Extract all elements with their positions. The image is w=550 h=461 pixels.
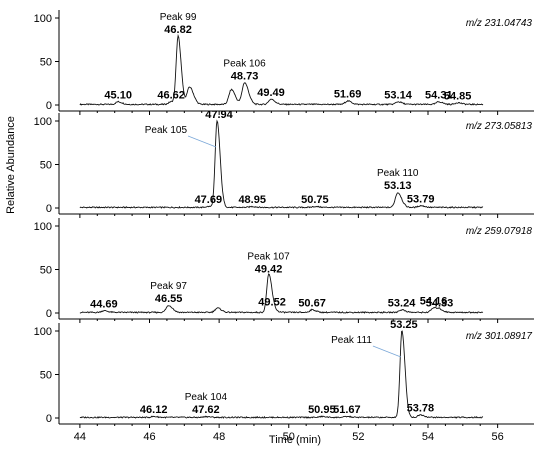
minor-peak-label: 49.52 — [258, 297, 286, 309]
peak-rt-label: 46.82 — [164, 24, 192, 36]
minor-peak-label: 45.10 — [104, 89, 132, 101]
panel-2: 0 50 100 m/z 273.05813 47.94 Peak 105 53.13Pea… — [34, 109, 534, 218]
x-tick-label: 56 — [492, 431, 504, 443]
minor-peak-label: 46.12 — [140, 404, 168, 416]
y-tick-label: 100 — [34, 13, 52, 25]
y-tick-label: 50 — [40, 57, 52, 69]
leader-line — [372, 345, 402, 358]
peak-name-label: Peak 106 — [223, 58, 266, 69]
chromatogram-trace — [79, 119, 484, 209]
x-tick-label: 44 — [74, 431, 86, 443]
minor-peak-label: 44.69 — [90, 298, 118, 310]
y-tick-label: 100 — [34, 326, 52, 338]
minor-peak-label: 51.69 — [334, 89, 362, 101]
peak-rt-label: 49.42 — [255, 263, 283, 275]
minor-peak-label: 53.78 — [407, 402, 435, 414]
y-tick-label: 50 — [40, 160, 52, 172]
peak-name-label: Peak 99 — [160, 12, 197, 23]
chromatogram-trace — [79, 330, 484, 419]
peak-name-label: Peak 104 — [185, 392, 228, 403]
peak-rt-label: 48.73 — [231, 70, 259, 82]
chromatogram-trace — [79, 33, 484, 106]
y-tick-label: 0 — [46, 413, 52, 425]
leader-line — [187, 135, 217, 148]
minor-peak-label: 54.16 — [420, 296, 448, 308]
minor-peak-label: 51.67 — [333, 404, 361, 416]
minor-peak-label: 53.14 — [384, 89, 412, 101]
y-tick-label: 0 — [46, 308, 52, 320]
minor-peak-label: 50.95 — [308, 404, 336, 416]
y-tick-label: 100 — [34, 116, 52, 128]
peak-name-label: Peak 105 — [145, 125, 188, 136]
peak-name-label: Peak 107 — [247, 251, 290, 262]
mz-label: m/z 301.08917 — [466, 331, 533, 342]
peak-rt-label: 53.13 — [384, 180, 412, 192]
minor-peak-label: 54.85 — [444, 90, 472, 102]
minor-peak-label: 49.49 — [257, 87, 285, 99]
y-tick-label: 100 — [34, 221, 52, 233]
minor-peak-label: 47.69 — [195, 194, 223, 206]
minor-peak-label: 53.24 — [388, 297, 416, 309]
mz-label: m/z 231.04743 — [466, 18, 533, 29]
minor-peak-label: 50.75 — [301, 194, 329, 206]
x-axis-title: Time (min) — [269, 434, 321, 446]
minor-peak-label: 54.31 — [425, 89, 453, 101]
peak-rt-label: 47.94 — [205, 109, 233, 121]
minor-peak-label: 54.33 — [426, 297, 454, 309]
y-tick-label: 50 — [40, 265, 52, 277]
y-tick-label: 0 — [46, 100, 52, 112]
minor-peak-label: 50.67 — [298, 297, 326, 309]
x-tick-label: 48 — [213, 431, 225, 443]
x-tick-label: 52 — [352, 431, 364, 443]
peak-rt-label: 46.55 — [155, 293, 183, 305]
mz-label: m/z 259.07918 — [466, 226, 533, 237]
x-tick-label: 50 — [283, 431, 295, 443]
y-axis-title: Relative Abundance — [5, 116, 17, 214]
peak-name-label: Peak 97 — [150, 281, 187, 292]
minor-peak-label: 53.79 — [407, 193, 435, 205]
peak-rt-label: 47.62 — [192, 404, 220, 416]
peak-rt-label: 53.25 — [390, 319, 418, 331]
minor-peak-label: 48.95 — [238, 194, 266, 206]
peak-name-label: Peak 110 — [377, 168, 419, 179]
y-tick-label: 50 — [40, 370, 52, 382]
minor-peak-label: 46.62 — [157, 89, 185, 101]
y-tick-label: 0 — [46, 203, 52, 215]
mz-label: m/z 273.05813 — [466, 121, 533, 132]
peak-name-label: Peak 111 — [331, 335, 372, 346]
x-tick-label: 54 — [422, 431, 434, 443]
x-tick-label: 46 — [143, 431, 155, 443]
chromatogram-trace — [79, 273, 484, 314]
